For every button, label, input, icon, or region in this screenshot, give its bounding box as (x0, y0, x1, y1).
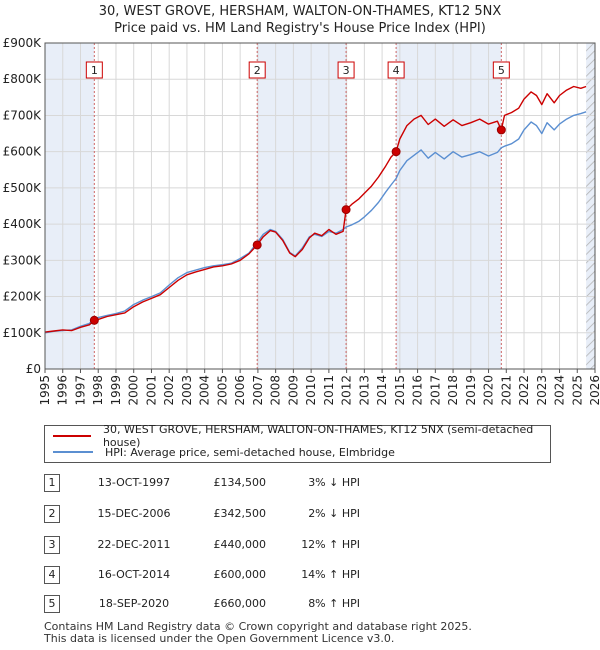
x-tick-label: 2003 (180, 375, 194, 406)
x-tick-label: 2018 (446, 375, 460, 406)
x-tick-label: 2002 (162, 375, 176, 406)
transaction-marker-label: 3 (343, 64, 350, 77)
transaction-price: £342,500 (213, 507, 267, 520)
chart-subtitle: Price paid vs. HM Land Registry's House … (114, 21, 486, 36)
transaction-date: 15-DEC-2006 (97, 507, 171, 520)
transaction-hpi-diff: 3% ↓ HPI (308, 476, 360, 489)
x-tick-label: 2014 (375, 375, 389, 406)
plot-frame (44, 42, 596, 370)
x-tick-label: 2006 (233, 375, 247, 406)
y-tick-label: £600K (3, 145, 43, 159)
x-tick-label: 2019 (464, 375, 478, 406)
x-tick-label: 2010 (304, 375, 318, 406)
transaction-price: £134,500 (213, 476, 267, 489)
transaction-point (341, 205, 351, 215)
x-tick-label: 2011 (322, 375, 336, 406)
x-tick-label: 2026 (588, 375, 600, 406)
chart-legend: 30, WEST GROVE, HERSHAM, WALTON-ON-THAME… (44, 423, 551, 463)
x-tick-label: 1999 (109, 375, 123, 406)
x-tick-label: 2007 (251, 375, 265, 406)
x-tick-label: 2016 (411, 375, 425, 406)
y-tick-label: £200K (3, 290, 43, 304)
x-tick-label: 2012 (340, 375, 354, 406)
transaction-price: £660,000 (213, 597, 267, 610)
transaction-point (496, 125, 506, 135)
x-tick-label: 2021 (499, 375, 513, 406)
transaction-point (391, 147, 401, 157)
x-tick-label: 2023 (535, 375, 549, 406)
x-tick-label: 1997 (73, 375, 87, 406)
x-tick-label: 2015 (393, 375, 407, 406)
x-tick-label: 2005 (215, 375, 229, 406)
y-tick-label: £100K (3, 326, 43, 340)
legend-item-property: 30, WEST GROVE, HERSHAM, WALTON-ON-THAME… (53, 423, 550, 449)
y-tick-label: £700K (3, 108, 43, 122)
series-line-hpi (44, 111, 587, 334)
transaction-marker-box (492, 61, 510, 79)
transaction-date: 22-DEC-2011 (97, 538, 171, 551)
legend-item-hpi: HPI: Average price, semi-detached house,… (53, 444, 395, 460)
transaction-date: 18-SEP-2020 (98, 597, 170, 610)
transaction-date: 13-OCT-1997 (97, 476, 171, 489)
legend-label-hpi: HPI: Average price, semi-detached house,… (105, 445, 395, 459)
y-tick-label: £0 (26, 362, 41, 376)
chart-title: 30, WEST GROVE, HERSHAM, WALTON-ON-THAME… (98, 4, 502, 19)
shaded-period (257, 43, 347, 369)
transaction-hpi-diff: 12% ↑ HPI (301, 538, 360, 551)
legend-swatch-red (53, 435, 91, 437)
transaction-marker-label: 5 (498, 64, 505, 77)
x-tick-label: 1998 (91, 375, 105, 406)
price-chart: 1 2 3 4 5 £0 £100K £200K £300K £400K £500K £600K £7… (3, 36, 600, 406)
transaction-marker-box (337, 61, 355, 79)
x-tick-label: 2022 (517, 375, 531, 406)
transaction-number: 4 (44, 566, 60, 584)
transaction-marker-box (248, 61, 266, 79)
shaded-period (45, 43, 95, 369)
transaction-point (89, 315, 99, 325)
x-tick-label: 2001 (144, 375, 158, 406)
x-tick-label: 1996 (56, 375, 70, 406)
transaction-price: £440,000 (213, 538, 267, 551)
transaction-point (252, 240, 262, 250)
transaction-marker-box (85, 61, 103, 79)
y-tick-label: £500K (3, 181, 43, 195)
shaded-period (396, 43, 502, 369)
transaction-marker-label: 4 (393, 64, 400, 77)
x-tick-label: 1995 (38, 375, 52, 406)
transaction-marker-label: 2 (254, 64, 261, 77)
transaction-hpi-diff: 2% ↓ HPI (308, 507, 360, 520)
footer-copyright: Contains HM Land Registry data © Crown c… (44, 620, 472, 633)
y-tick-label: £800K (3, 72, 43, 86)
transaction-number: 5 (44, 595, 60, 613)
x-tick-label: 2025 (570, 375, 584, 406)
transaction-number: 2 (44, 505, 60, 523)
series-line-property (44, 85, 587, 333)
y-tick-label: £900K (3, 36, 43, 50)
footer-licence: This data is licensed under the Open Gov… (44, 632, 395, 645)
x-tick-label: 2020 (482, 375, 496, 406)
x-tick-label: 2013 (357, 375, 371, 406)
transaction-number: 3 (44, 536, 60, 554)
transaction-marker-label: 1 (91, 64, 98, 77)
x-tick-label: 2024 (553, 375, 567, 406)
transaction-date: 16-OCT-2014 (97, 568, 171, 581)
y-tick-label: £300K (3, 253, 43, 267)
x-tick-label: 2017 (428, 375, 442, 406)
legend-label-property: 30, WEST GROVE, HERSHAM, WALTON-ON-THAME… (102, 423, 534, 449)
transaction-marker-box (387, 61, 405, 79)
transaction-hpi-diff: 14% ↑ HPI (301, 568, 360, 581)
x-tick-label: 2009 (286, 375, 300, 406)
hatched-region (586, 43, 595, 369)
transaction-hpi-diff: 8% ↑ HPI (308, 597, 360, 610)
transaction-price: £600,000 (213, 568, 267, 581)
legend-swatch-blue (53, 451, 93, 453)
y-tick-label: £400K (3, 217, 43, 231)
transaction-number: 1 (44, 474, 60, 492)
x-tick-label: 2004 (198, 375, 212, 406)
x-tick-label: 2000 (127, 375, 141, 406)
x-tick-label: 2008 (269, 375, 283, 406)
